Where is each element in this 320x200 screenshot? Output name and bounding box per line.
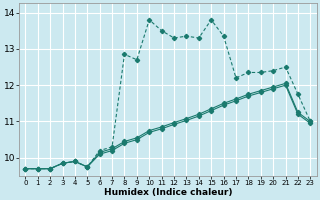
X-axis label: Humidex (Indice chaleur): Humidex (Indice chaleur) (104, 188, 232, 197)
